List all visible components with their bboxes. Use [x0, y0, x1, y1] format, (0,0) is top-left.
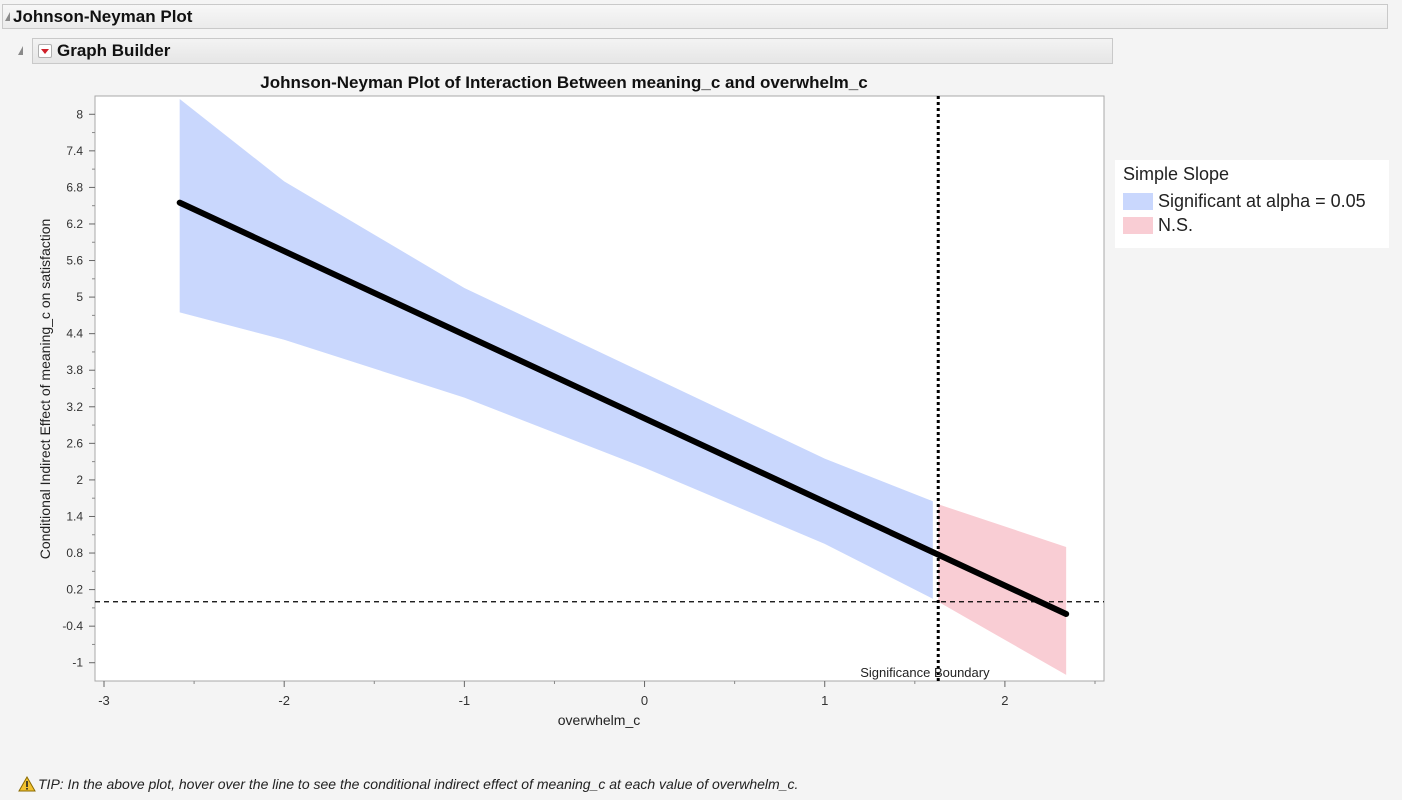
- x-tick-label: 0: [641, 693, 648, 708]
- significant-band: [179, 99, 933, 599]
- x-axis-label: overwhelm_c: [558, 712, 640, 728]
- y-tick-label: 0.8: [66, 546, 83, 560]
- x-tick-label: 1: [821, 693, 828, 708]
- warning-icon: [18, 776, 36, 792]
- y-tick-label: 0.2: [66, 583, 83, 597]
- x-tick-label: 2: [1001, 693, 1008, 708]
- disclosure-triangle-icon[interactable]: [5, 12, 10, 21]
- y-tick-label: 2: [76, 473, 83, 487]
- graph-builder-header[interactable]: Graph Builder: [32, 38, 1113, 64]
- x-tick-label: -2: [278, 693, 290, 708]
- outline-title: Johnson-Neyman Plot: [13, 6, 193, 26]
- legend: Simple Slope Significant at alpha = 0.05…: [1115, 160, 1389, 248]
- y-tick-label: 5.6: [66, 254, 83, 268]
- legend-swatch-ns: [1123, 216, 1153, 234]
- tip-text: TIP: In the above plot, hover over the l…: [38, 776, 799, 792]
- y-tick-label: -0.4: [62, 619, 83, 633]
- legend-label: N.S.: [1158, 214, 1194, 235]
- significance-boundary-label: Significance Boundary: [860, 665, 990, 680]
- johnson-neyman-chart: Johnson-Neyman Plot of Interaction Betwe…: [37, 73, 1105, 728]
- legend-swatch-significant: [1123, 192, 1153, 210]
- outline-header[interactable]: Johnson-Neyman Plot: [2, 4, 1388, 29]
- y-tick-label: 1.4: [66, 509, 83, 523]
- x-tick-label: -3: [98, 693, 110, 708]
- red-triangle-menu-icon[interactable]: [38, 44, 52, 58]
- y-tick-label: 7.4: [66, 144, 83, 158]
- legend-item-ns[interactable]: N.S.: [1123, 213, 1381, 237]
- tip-message: TIP: In the above plot, hover over the l…: [18, 776, 798, 792]
- legend-label: Significant at alpha = 0.05: [1158, 190, 1366, 211]
- graph-builder-title: Graph Builder: [57, 41, 171, 60]
- chart-title: Johnson-Neyman Plot of Interaction Betwe…: [260, 73, 867, 92]
- y-tick-label: 2.6: [66, 436, 83, 450]
- y-tick-label: -1: [72, 656, 83, 670]
- disclosure-triangle-icon[interactable]: [18, 46, 23, 55]
- ns-band: [938, 504, 1067, 675]
- y-tick-label: 3.8: [66, 363, 83, 377]
- legend-item-significant[interactable]: Significant at alpha = 0.05: [1123, 189, 1381, 213]
- chart-area: Johnson-Neyman Plot of Interaction Betwe…: [0, 66, 1402, 756]
- y-tick-label: 5: [76, 290, 83, 304]
- conditional-effect-line: [176, 199, 1070, 617]
- y-axis-label: Conditional Indirect Effect of meaning_c…: [37, 219, 53, 560]
- y-tick-label: 6.8: [66, 180, 83, 194]
- y-tick-label: 8: [76, 107, 83, 121]
- y-tick-label: 6.2: [66, 217, 83, 231]
- y-tick-label: 4.4: [66, 327, 83, 341]
- x-tick-label: -1: [459, 693, 471, 708]
- legend-title: Simple Slope: [1123, 164, 1230, 184]
- y-tick-label: 3.2: [66, 400, 83, 414]
